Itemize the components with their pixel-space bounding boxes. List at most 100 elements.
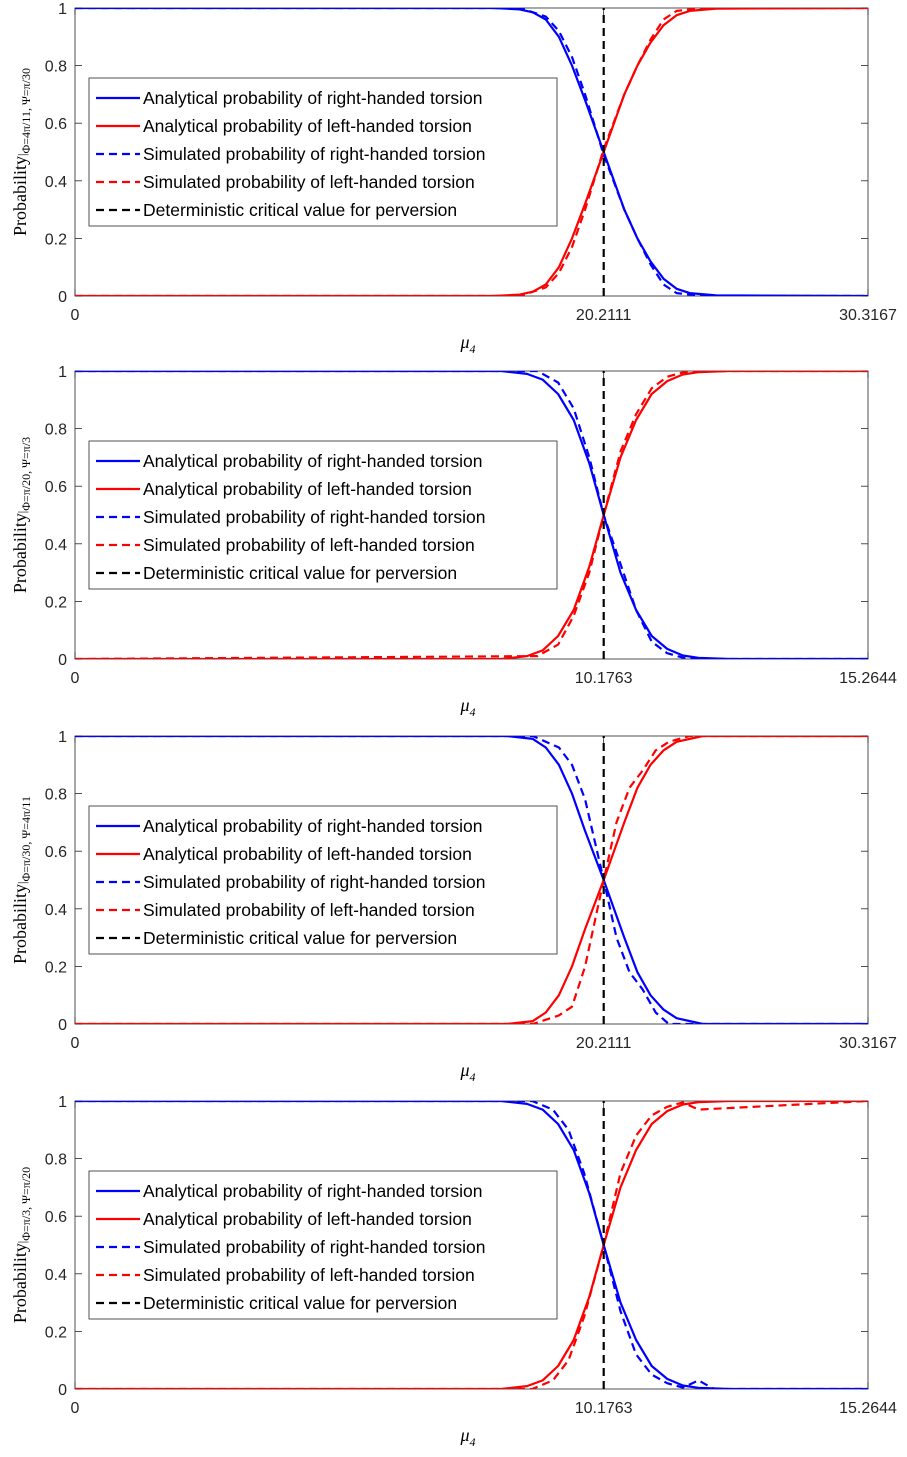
series-line-4 [75, 371, 868, 659]
plot-area [75, 8, 868, 296]
series-line-3 [75, 8, 868, 296]
y-tick-label: 0 [58, 1382, 67, 1399]
y-tick-label: 0.2 [45, 959, 67, 976]
legend-box [88, 1170, 558, 1320]
x-axis-label-symbol: μ [459, 695, 469, 715]
y-tick-label: 0.8 [45, 422, 67, 439]
y-tick-label: 0 [58, 289, 67, 306]
legend-entry-label: Simulated probability of left-handed tor… [143, 172, 475, 192]
series-line-4 [75, 1101, 868, 1389]
x-tick-label: 10.1763 [575, 670, 633, 687]
y-tick-label: 0.6 [45, 479, 67, 496]
legend-entry-label: Analytical probability of left-handed to… [143, 116, 472, 136]
y-tick-label: 0.4 [45, 902, 67, 919]
series-line-4 [75, 736, 868, 1024]
y-tick-label: 0.8 [45, 59, 67, 76]
y-tick-label: 1 [58, 1094, 67, 1111]
x-tick-label: 20.2111 [576, 1035, 632, 1052]
y-tick-label: 1 [58, 729, 67, 746]
y-axis-label-subscript: Φ=π/3, Ψ=π/20 [19, 1167, 33, 1241]
plot-area [75, 371, 868, 659]
y-tick-label: 0.2 [45, 231, 67, 248]
series-line-2 [75, 1101, 868, 1389]
x-axis-label-symbol: μ [459, 1060, 469, 1080]
x-tick-label: 20.2111 [576, 307, 632, 324]
x-tick-label: 30.3167 [839, 307, 897, 324]
y-axis-label-bar: | [15, 154, 29, 156]
x-axis-label-symbol: μ [459, 332, 469, 352]
x-axis-label: μ4 [459, 1425, 475, 1449]
legend-entry-label: Simulated probability of left-handed tor… [143, 1265, 475, 1285]
legend-entry-label: Analytical probability of left-handed to… [143, 844, 472, 864]
legend: Analytical probability of right-handed t… [88, 440, 558, 590]
y-axis-label-bar: | [15, 1241, 29, 1243]
legend-entry-label: Analytical probability of right-handed t… [143, 88, 483, 108]
y-axis-label-word: Probability [10, 884, 30, 964]
y-tick-label: 0 [58, 1017, 67, 1034]
legend-entry-label: Analytical probability of left-handed to… [143, 479, 472, 499]
y-tick-label: 0.8 [45, 787, 67, 804]
legend-entry-label: Analytical probability of left-handed to… [143, 1209, 472, 1229]
y-axis-label: Probability|Φ=π/20, Ψ=π/3 [10, 437, 33, 593]
y-tick-label: 0.4 [45, 174, 67, 191]
x-tick-label: 30.3167 [839, 1035, 897, 1052]
x-axis-label-subscript: 4 [470, 1435, 476, 1449]
y-axis-label-word: Probability [10, 156, 30, 236]
y-tick-label: 0.4 [45, 537, 67, 554]
y-tick-label: 0.6 [45, 116, 67, 133]
y-tick-label: 1 [58, 364, 67, 381]
y-axis-label-bar: | [15, 882, 29, 884]
y-tick-label: 0.8 [45, 1152, 67, 1169]
y-tick-label: 0.6 [45, 1209, 67, 1226]
x-axis-label: μ4 [459, 695, 475, 719]
legend-entry-label: Analytical probability of right-handed t… [143, 816, 483, 836]
y-tick-label: 0.6 [45, 844, 67, 861]
x-tick-label: 0 [71, 670, 80, 687]
x-tick-label: 15.2644 [839, 1400, 897, 1417]
y-axis-label-bar: | [15, 511, 29, 513]
chart-panel-4: 0 0.2 0.4 0.6 0.8 1 0 10.1763 15.2644 μ4 Probabili… [10, 1094, 897, 1449]
legend: Analytical probability of right-handed t… [88, 1170, 558, 1320]
y-tick-label: 0.4 [45, 1267, 67, 1284]
series-line-3 [75, 371, 868, 659]
legend-entry-label: Deterministic critical value for pervers… [143, 563, 457, 583]
series-line-1 [75, 371, 868, 659]
y-axis-label-subscript: Φ=4π/11, Ψ=π/30 [19, 68, 33, 154]
y-tick-label: 1 [58, 1, 67, 18]
y-axis-label: Probability|Φ=π/3, Ψ=π/20 [10, 1167, 33, 1323]
chart-panel-2: 0 0.2 0.4 0.6 0.8 1 0 10.1763 15.2644 μ4 Probabili… [10, 364, 897, 719]
x-tick-label: 0 [71, 1035, 80, 1052]
legend-entry-label: Simulated probability of left-handed tor… [143, 900, 475, 920]
x-axis-label: μ4 [459, 332, 475, 356]
legend-entry-label: Simulated probability of right-handed to… [143, 144, 485, 164]
series-line-3 [75, 1101, 868, 1389]
y-axis-label-word: Probability [10, 513, 30, 593]
legend-entry-label: Simulated probability of right-handed to… [143, 872, 485, 892]
x-tick-label: 0 [71, 1400, 80, 1417]
x-axis-label-subscript: 4 [470, 342, 476, 356]
y-tick-label: 0.2 [45, 594, 67, 611]
legend-box [88, 805, 558, 955]
legend-entry-label: Analytical probability of right-handed t… [143, 451, 483, 471]
series-line-4 [75, 8, 868, 296]
y-tick-label: 0 [58, 652, 67, 669]
legend-entry-label: Simulated probability of right-handed to… [143, 1237, 485, 1257]
legend-entry-label: Deterministic critical value for pervers… [143, 200, 457, 220]
legend-entry-label: Analytical probability of right-handed t… [143, 1181, 483, 1201]
y-tick-label: 0.2 [45, 1324, 67, 1341]
x-tick-label: 10.1763 [575, 1400, 633, 1417]
chart-panel-1: 0 0.2 0.4 0.6 0.8 1 0 20.2111 30.3167 μ4 Probabili… [10, 1, 897, 356]
series-line-3 [75, 736, 868, 1024]
y-axis-label-subscript: Φ=π/30, Ψ=4π/11 [19, 796, 33, 882]
x-axis-label-subscript: 4 [470, 1070, 476, 1084]
legend: Analytical probability of right-handed t… [88, 805, 558, 955]
legend-entry-label: Simulated probability of left-handed tor… [143, 535, 475, 555]
y-axis-label-word: Probability [10, 1243, 30, 1323]
x-axis-label-subscript: 4 [470, 705, 476, 719]
legend-box [88, 440, 558, 590]
legend-entry-label: Deterministic critical value for pervers… [143, 1293, 457, 1313]
x-tick-label: 15.2644 [839, 670, 897, 687]
y-axis-label-subscript: Φ=π/20, Ψ=π/3 [19, 437, 33, 511]
plot-area [75, 736, 868, 1024]
